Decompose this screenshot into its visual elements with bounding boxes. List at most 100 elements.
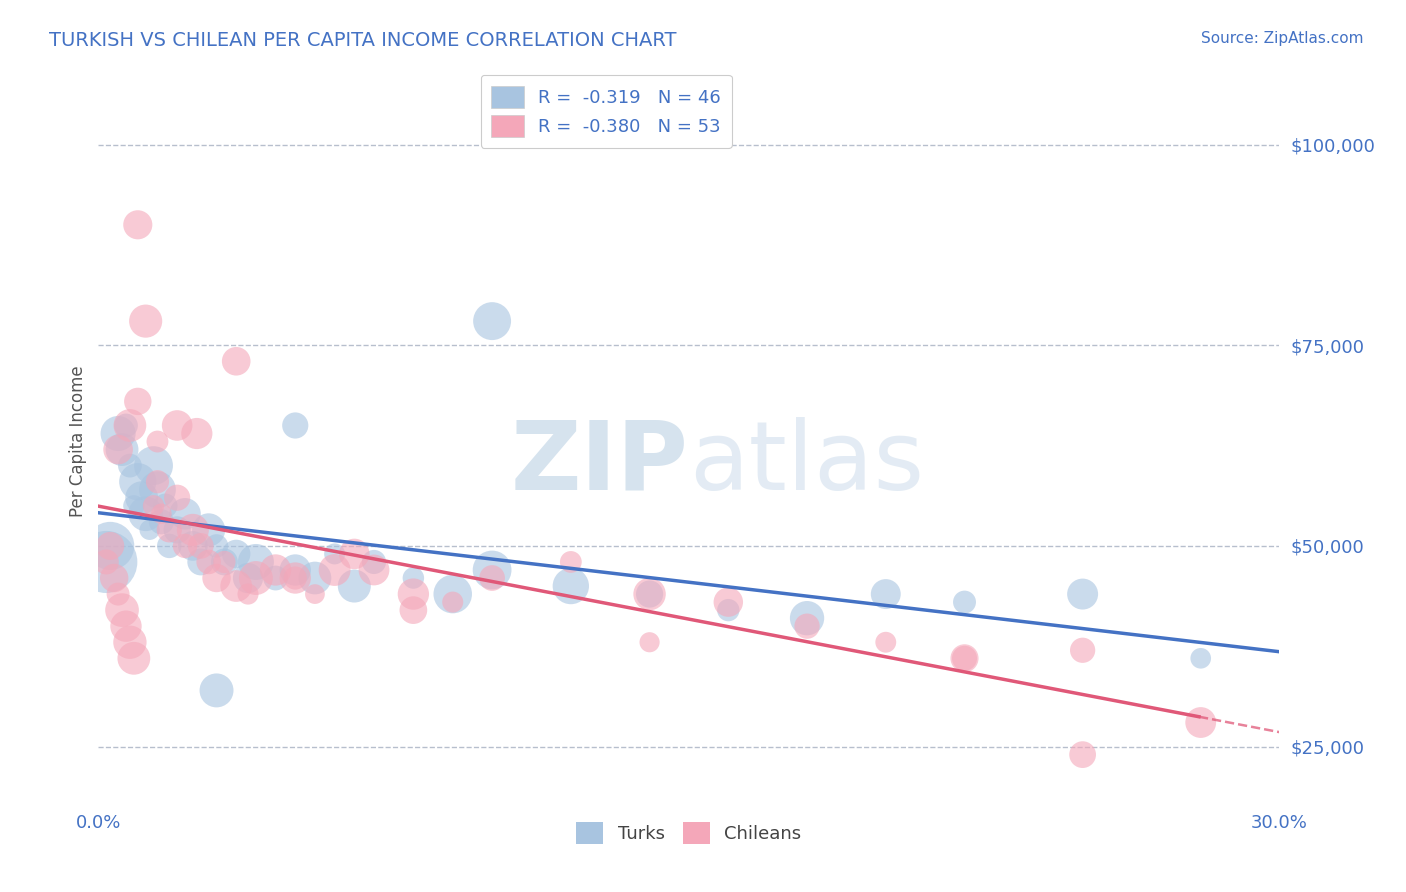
- Point: [481, 563, 503, 577]
- Point: [343, 579, 366, 593]
- Point: [323, 563, 346, 577]
- Point: [190, 555, 212, 569]
- Point: [205, 571, 228, 585]
- Point: [717, 595, 740, 609]
- Point: [441, 595, 464, 609]
- Point: [225, 354, 247, 368]
- Point: [214, 555, 236, 569]
- Point: [796, 619, 818, 633]
- Point: [717, 603, 740, 617]
- Point: [1071, 643, 1094, 657]
- Point: [214, 555, 236, 569]
- Point: [402, 603, 425, 617]
- Text: Source: ZipAtlas.com: Source: ZipAtlas.com: [1201, 31, 1364, 46]
- Point: [245, 571, 267, 585]
- Point: [107, 587, 129, 601]
- Point: [481, 571, 503, 585]
- Point: [107, 442, 129, 457]
- Point: [304, 571, 326, 585]
- Point: [264, 563, 287, 577]
- Point: [205, 683, 228, 698]
- Point: [323, 547, 346, 561]
- Point: [953, 651, 976, 665]
- Point: [115, 418, 138, 433]
- Point: [157, 523, 180, 537]
- Point: [197, 523, 219, 537]
- Point: [1189, 715, 1212, 730]
- Point: [236, 587, 259, 601]
- Point: [174, 507, 197, 521]
- Point: [96, 555, 118, 569]
- Point: [166, 491, 188, 505]
- Point: [560, 555, 582, 569]
- Point: [953, 651, 976, 665]
- Point: [138, 523, 160, 537]
- Point: [111, 442, 134, 457]
- Point: [402, 587, 425, 601]
- Point: [304, 587, 326, 601]
- Point: [166, 523, 188, 537]
- Point: [236, 571, 259, 585]
- Point: [122, 499, 145, 513]
- Point: [146, 475, 169, 489]
- Point: [150, 507, 173, 521]
- Point: [402, 571, 425, 585]
- Point: [118, 418, 141, 433]
- Point: [953, 595, 976, 609]
- Legend: Turks, Chileans: Turks, Chileans: [569, 815, 808, 852]
- Point: [146, 483, 169, 497]
- Point: [155, 499, 177, 513]
- Point: [181, 539, 204, 553]
- Point: [343, 547, 366, 561]
- Point: [1071, 747, 1094, 762]
- Point: [225, 579, 247, 593]
- Point: [186, 426, 208, 441]
- Point: [157, 539, 180, 553]
- Point: [142, 499, 165, 513]
- Point: [190, 539, 212, 553]
- Point: [197, 555, 219, 569]
- Point: [98, 539, 121, 553]
- Point: [796, 611, 818, 625]
- Point: [481, 314, 503, 328]
- Point: [1071, 587, 1094, 601]
- Point: [98, 539, 121, 553]
- Point: [284, 563, 307, 577]
- Point: [284, 418, 307, 433]
- Point: [875, 635, 897, 649]
- Point: [146, 434, 169, 449]
- Point: [264, 571, 287, 585]
- Point: [127, 394, 149, 409]
- Point: [363, 563, 385, 577]
- Point: [560, 579, 582, 593]
- Text: atlas: atlas: [689, 417, 924, 509]
- Point: [1189, 651, 1212, 665]
- Point: [107, 426, 129, 441]
- Point: [135, 314, 157, 328]
- Point: [181, 523, 204, 537]
- Point: [441, 587, 464, 601]
- Point: [118, 635, 141, 649]
- Point: [127, 218, 149, 232]
- Point: [245, 555, 267, 569]
- Point: [638, 635, 661, 649]
- Point: [103, 571, 125, 585]
- Point: [142, 458, 165, 473]
- Point: [638, 587, 661, 601]
- Point: [96, 555, 118, 569]
- Point: [638, 587, 661, 601]
- Point: [284, 571, 307, 585]
- Point: [127, 475, 149, 489]
- Point: [166, 418, 188, 433]
- Point: [225, 547, 247, 561]
- Point: [205, 539, 228, 553]
- Text: ZIP: ZIP: [510, 417, 689, 509]
- Point: [115, 619, 138, 633]
- Point: [122, 651, 145, 665]
- Point: [363, 555, 385, 569]
- Point: [150, 515, 173, 529]
- Point: [284, 571, 307, 585]
- Point: [875, 587, 897, 601]
- Point: [174, 539, 197, 553]
- Point: [131, 491, 153, 505]
